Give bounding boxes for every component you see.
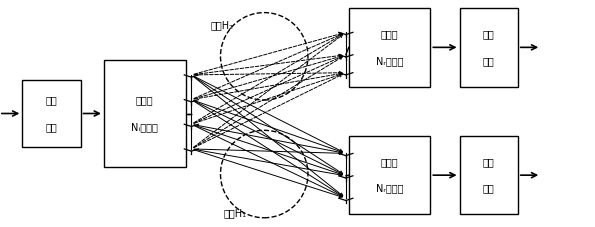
Text: Nᵣ根天线: Nᵣ根天线 <box>376 56 403 66</box>
Text: 接收者: 接收者 <box>381 157 399 167</box>
Text: 信道H₂: 信道H₂ <box>211 20 234 30</box>
Text: 编码: 编码 <box>46 122 57 132</box>
Text: Nᵢ根天线: Nᵢ根天线 <box>131 122 158 132</box>
Text: 信道H₁: 信道H₁ <box>224 208 246 218</box>
Bar <box>22 80 80 147</box>
Text: 安全: 安全 <box>483 157 494 167</box>
Bar <box>459 136 518 214</box>
Text: 安全: 安全 <box>483 29 494 39</box>
Text: 译码: 译码 <box>483 56 494 66</box>
Bar <box>349 136 430 214</box>
Text: 发送者: 发送者 <box>136 95 154 105</box>
Text: 窃听者: 窃听者 <box>381 29 399 39</box>
Bar <box>104 60 186 167</box>
Bar <box>349 8 430 86</box>
Text: Nᵣ根天线: Nᵣ根天线 <box>376 184 403 194</box>
Text: 译码: 译码 <box>483 184 494 194</box>
Text: 安全: 安全 <box>46 95 57 105</box>
Bar <box>459 8 518 86</box>
